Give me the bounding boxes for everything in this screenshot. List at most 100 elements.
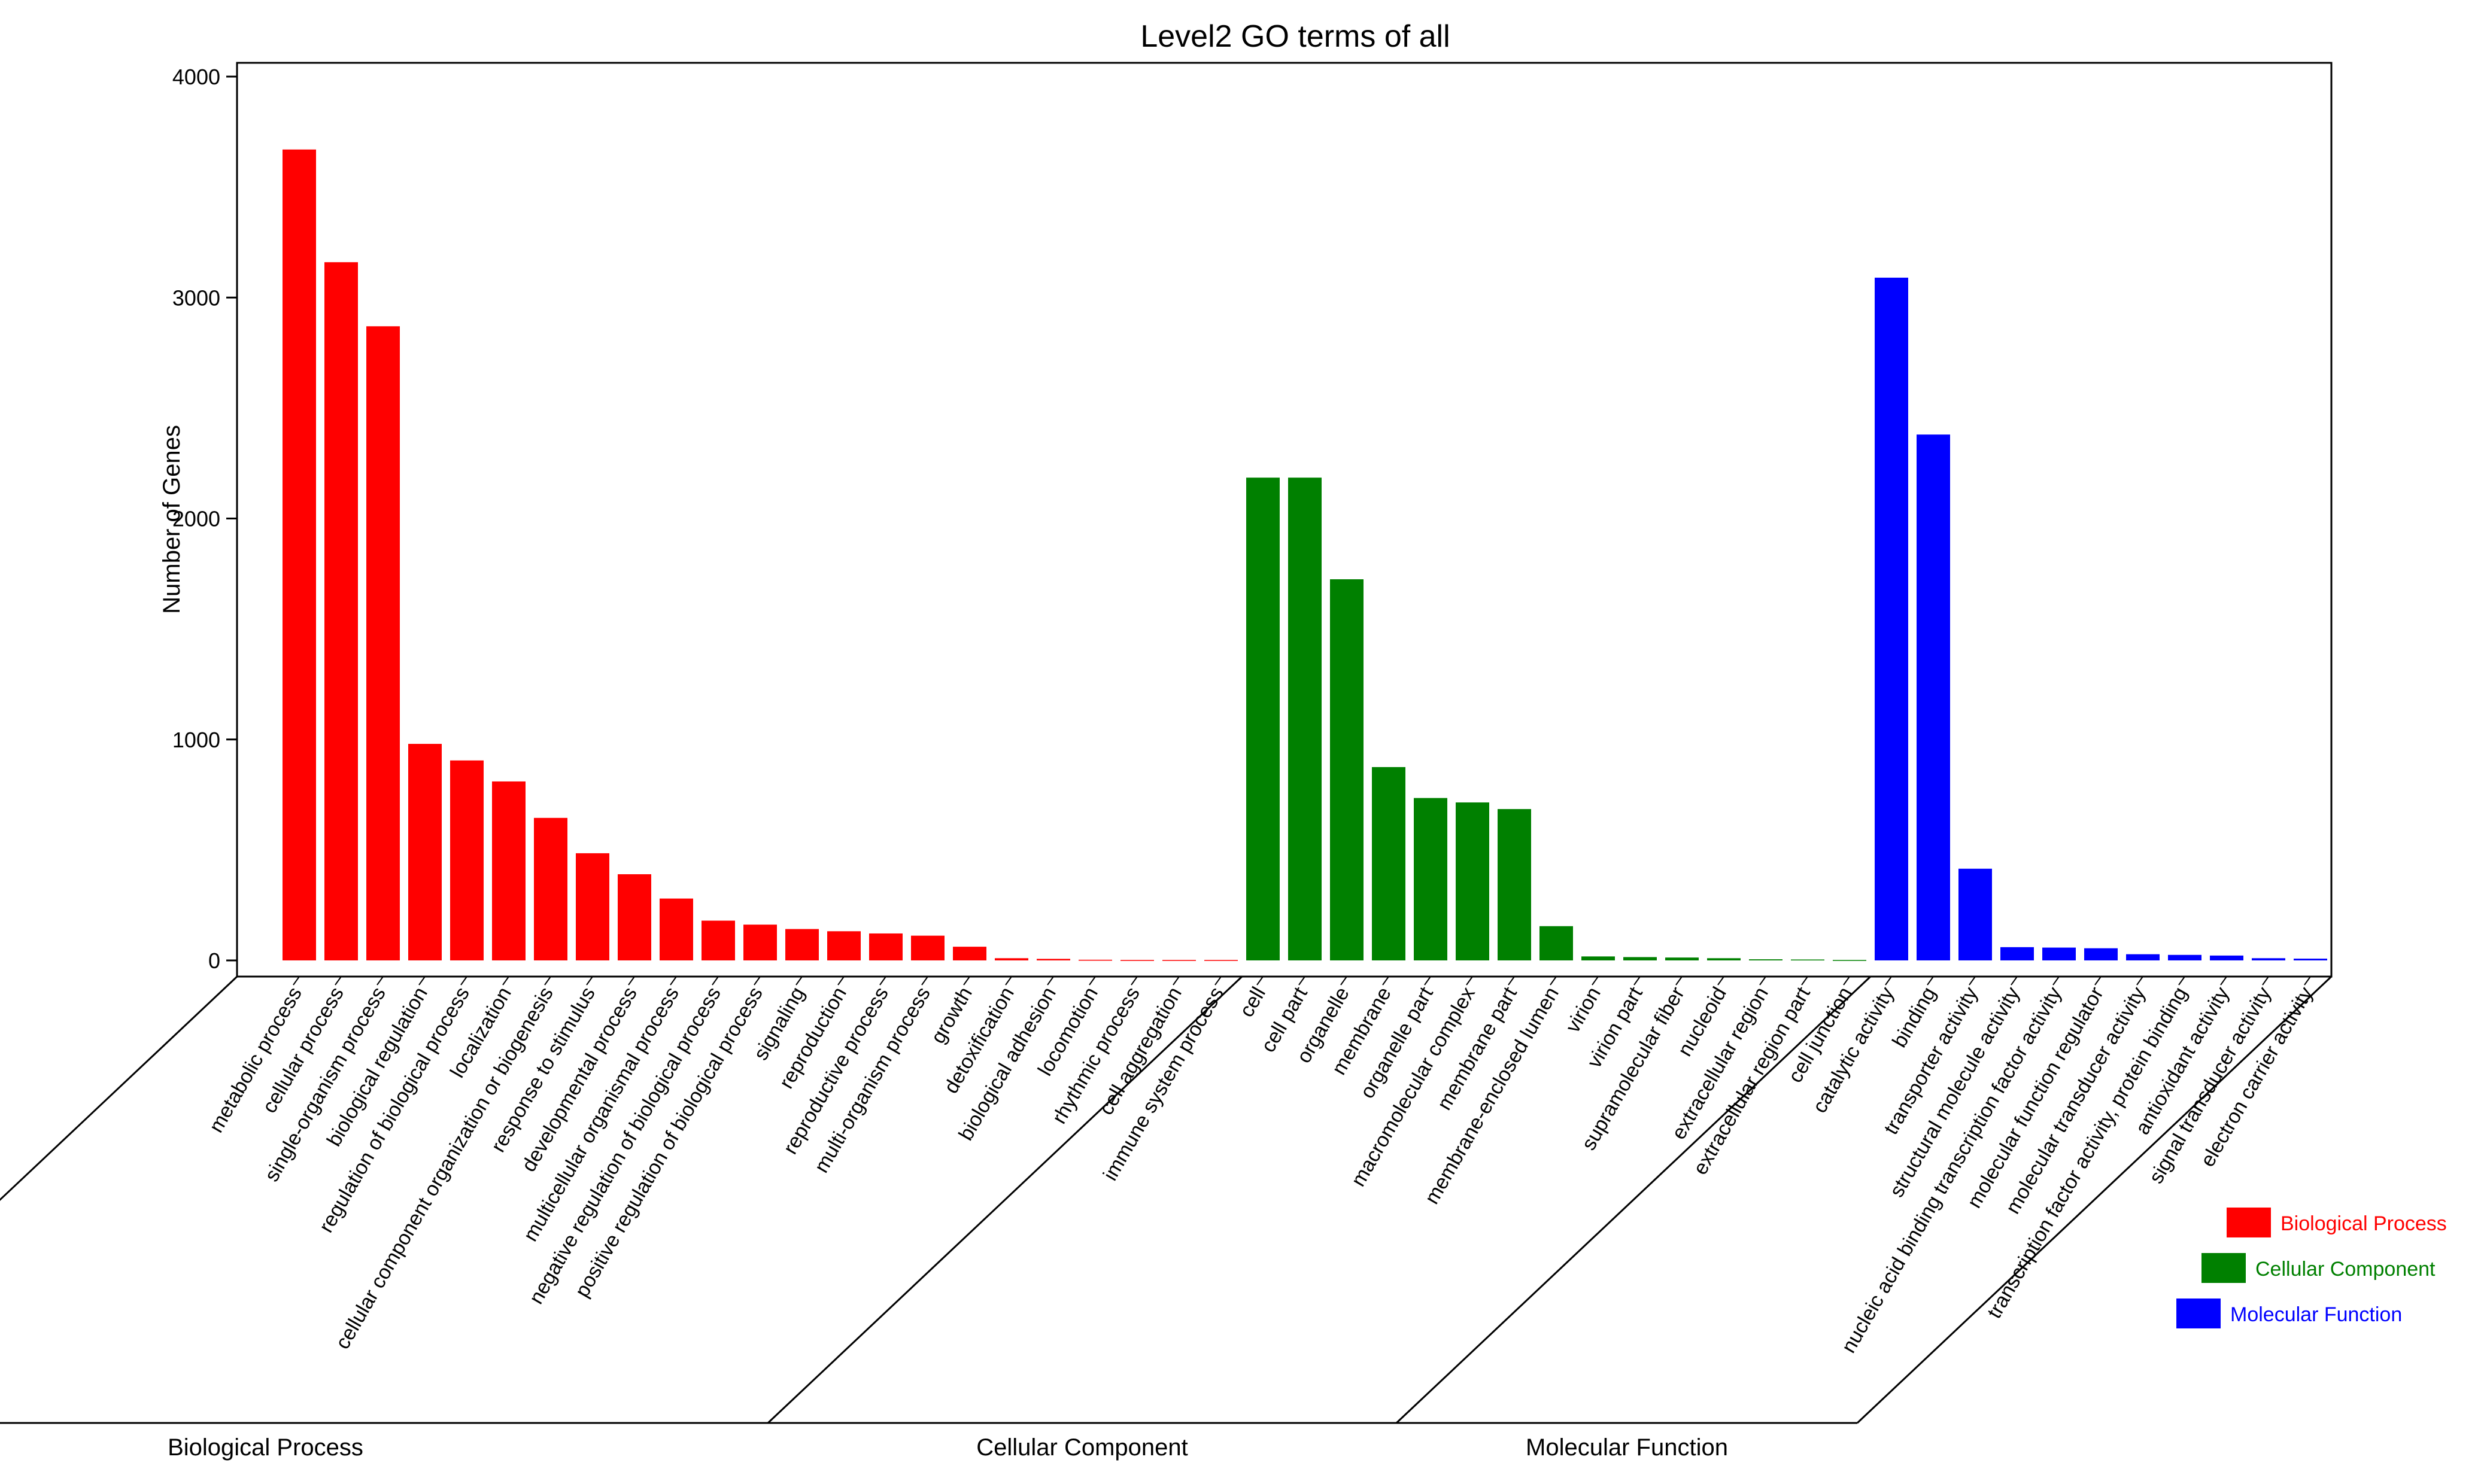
legend-label: Molecular Function bbox=[2230, 1303, 2402, 1326]
bar bbox=[2294, 959, 2327, 960]
legend-swatch bbox=[2227, 1208, 2271, 1237]
y-axis: 0 1000 2000 3000 4000 bbox=[172, 65, 237, 973]
x-tick bbox=[1173, 976, 1180, 986]
plot-border bbox=[236, 62, 2333, 978]
x-tick bbox=[586, 976, 593, 986]
bar bbox=[492, 781, 526, 960]
bar bbox=[702, 920, 735, 960]
y-axis-label: Number of Genes bbox=[159, 425, 185, 614]
group-separator bbox=[1395, 975, 1872, 1424]
x-tick bbox=[837, 976, 845, 986]
x-tick bbox=[963, 976, 970, 986]
x-tick bbox=[1717, 976, 1724, 986]
legend-label: Biological Process bbox=[2280, 1212, 2447, 1235]
x-tick bbox=[335, 976, 342, 986]
x-tick bbox=[1927, 976, 1934, 986]
group-separator bbox=[767, 975, 1243, 1424]
x-tick bbox=[1340, 976, 1347, 986]
bar bbox=[1162, 960, 1196, 961]
bar bbox=[324, 262, 358, 960]
bar bbox=[1581, 956, 1615, 960]
x-tick bbox=[502, 976, 509, 986]
bar bbox=[2168, 954, 2201, 960]
bar bbox=[1749, 959, 1782, 960]
bar bbox=[785, 929, 819, 960]
x-tick bbox=[921, 976, 928, 986]
bar bbox=[576, 853, 609, 960]
x-tick bbox=[628, 976, 635, 986]
bar bbox=[953, 947, 986, 960]
bar bbox=[911, 935, 945, 960]
bar bbox=[1456, 802, 1489, 960]
group-label: Biological Process bbox=[168, 1434, 363, 1461]
x-tick bbox=[1005, 976, 1012, 986]
group-separator bbox=[1856, 975, 2333, 1424]
bar bbox=[660, 898, 693, 960]
group-separator bbox=[0, 975, 238, 1202]
y-tick-label: 4000 bbox=[172, 65, 220, 89]
x-tick bbox=[2304, 976, 2311, 986]
bar bbox=[1539, 926, 1573, 960]
x-tick bbox=[1885, 976, 1892, 986]
x-tick bbox=[1759, 976, 1766, 986]
x-tick bbox=[670, 976, 677, 986]
bar bbox=[1498, 809, 1531, 960]
bar bbox=[1665, 957, 1699, 960]
x-tick bbox=[1843, 976, 1850, 986]
x-tick bbox=[418, 976, 426, 986]
bar bbox=[2000, 947, 2034, 960]
x-tick-label: virion bbox=[1561, 983, 1605, 1036]
legend-label: Cellular Component bbox=[2255, 1258, 2436, 1281]
x-tick bbox=[1592, 976, 1599, 986]
group-label: Molecular Function bbox=[1526, 1434, 1728, 1461]
bar bbox=[1623, 957, 1657, 960]
chart-title: Level2 GO terms of all bbox=[1140, 19, 1450, 54]
bar bbox=[1414, 798, 1447, 960]
x-tick bbox=[1382, 976, 1389, 986]
bar bbox=[2252, 958, 2285, 960]
plot-frame bbox=[236, 62, 2333, 978]
x-tick bbox=[1550, 976, 1557, 986]
bar bbox=[1330, 579, 1364, 960]
group-label: Cellular Component bbox=[976, 1434, 1188, 1461]
bar bbox=[1204, 960, 1238, 961]
x-tick bbox=[1466, 976, 1473, 986]
bar bbox=[995, 958, 1028, 960]
bar bbox=[1120, 960, 1154, 961]
x-tick bbox=[2052, 976, 2060, 986]
bar bbox=[618, 874, 651, 960]
x-tick bbox=[1801, 976, 1808, 986]
bar bbox=[534, 817, 567, 960]
x-tick bbox=[2178, 976, 2185, 986]
x-tick bbox=[1298, 976, 1305, 986]
x-tick bbox=[879, 976, 886, 986]
x-tick bbox=[712, 976, 719, 986]
x-tick bbox=[1089, 976, 1096, 986]
y-tick-label: 3000 bbox=[172, 285, 220, 310]
x-tick bbox=[1131, 976, 1138, 986]
x-tick bbox=[544, 976, 551, 986]
bar bbox=[283, 149, 316, 960]
x-tick bbox=[1424, 976, 1431, 986]
bar bbox=[2126, 954, 2160, 960]
legend-swatch bbox=[2176, 1298, 2221, 1328]
bar bbox=[1037, 959, 1070, 960]
x-tick bbox=[376, 976, 384, 986]
bar bbox=[869, 933, 903, 960]
bar bbox=[408, 744, 442, 960]
x-tick bbox=[1214, 976, 1222, 986]
bar bbox=[827, 931, 861, 960]
bar bbox=[1791, 959, 1824, 961]
x-tick bbox=[1047, 976, 1054, 986]
bar bbox=[1288, 478, 1322, 960]
x-tick bbox=[2262, 976, 2269, 986]
bar-series bbox=[283, 149, 2327, 961]
x-tick-label: cell bbox=[1235, 983, 1270, 1021]
x-tick bbox=[2136, 976, 2143, 986]
x-tick bbox=[1969, 976, 1976, 986]
bar bbox=[743, 925, 777, 960]
bar bbox=[1875, 278, 1908, 961]
